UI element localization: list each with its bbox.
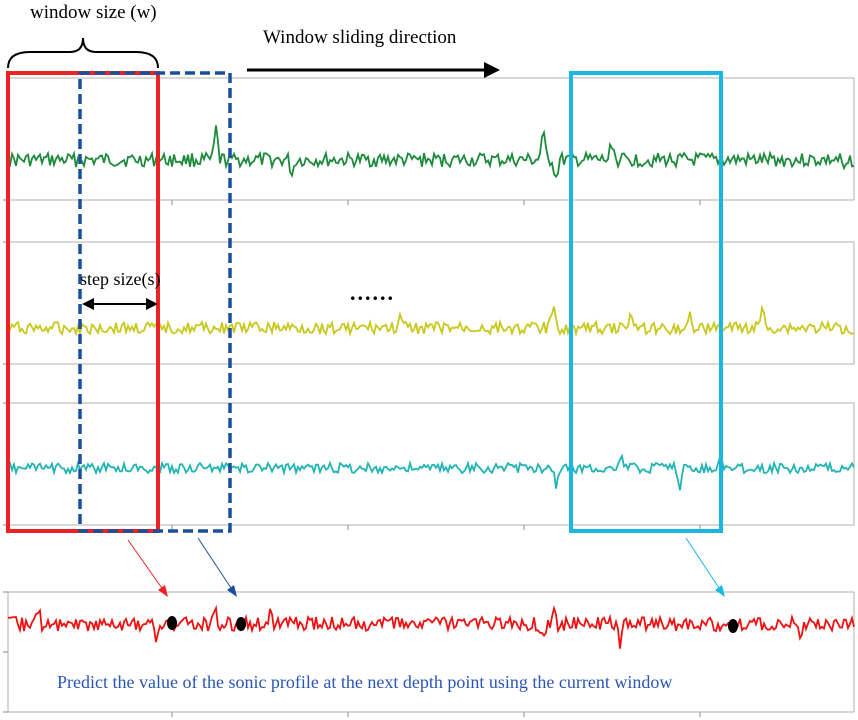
current-window-projection-head xyxy=(158,585,168,597)
track-2-trace xyxy=(7,304,855,338)
track-3-trace xyxy=(7,453,855,491)
predicted-point-3 xyxy=(728,619,738,633)
next-window-projection-head xyxy=(227,585,237,597)
sliding-direction-label: Window sliding direction xyxy=(263,27,457,48)
target-trace xyxy=(7,604,855,649)
later-window-projection-head xyxy=(715,585,725,597)
step-size-arrowhead-left xyxy=(82,298,94,310)
projection-arrows xyxy=(127,537,725,597)
track-panel-1 xyxy=(7,77,855,201)
later-window-projection xyxy=(685,537,722,592)
current-window xyxy=(6,71,160,533)
window-size-label: window size (w) xyxy=(30,2,157,23)
predicted-point-2 xyxy=(236,617,246,631)
next-window xyxy=(78,71,232,533)
step-size-label: step size(s) xyxy=(80,269,160,290)
prediction-caption: Predict the value of the sonic profile a… xyxy=(57,672,672,692)
step-size-arrowhead-right xyxy=(146,298,158,310)
sliding-direction-arrowhead xyxy=(484,62,500,78)
target-panel xyxy=(7,591,855,713)
axis-ticks xyxy=(3,199,701,717)
track-1-trace xyxy=(7,125,855,179)
window-size-brace xyxy=(7,37,159,69)
current-window-projection xyxy=(127,539,165,592)
track-panels xyxy=(7,77,855,713)
later-window xyxy=(569,71,723,533)
next-window-projection xyxy=(197,537,234,592)
predicted-point-1 xyxy=(167,616,177,630)
ellipsis-label: ...... xyxy=(350,280,395,305)
